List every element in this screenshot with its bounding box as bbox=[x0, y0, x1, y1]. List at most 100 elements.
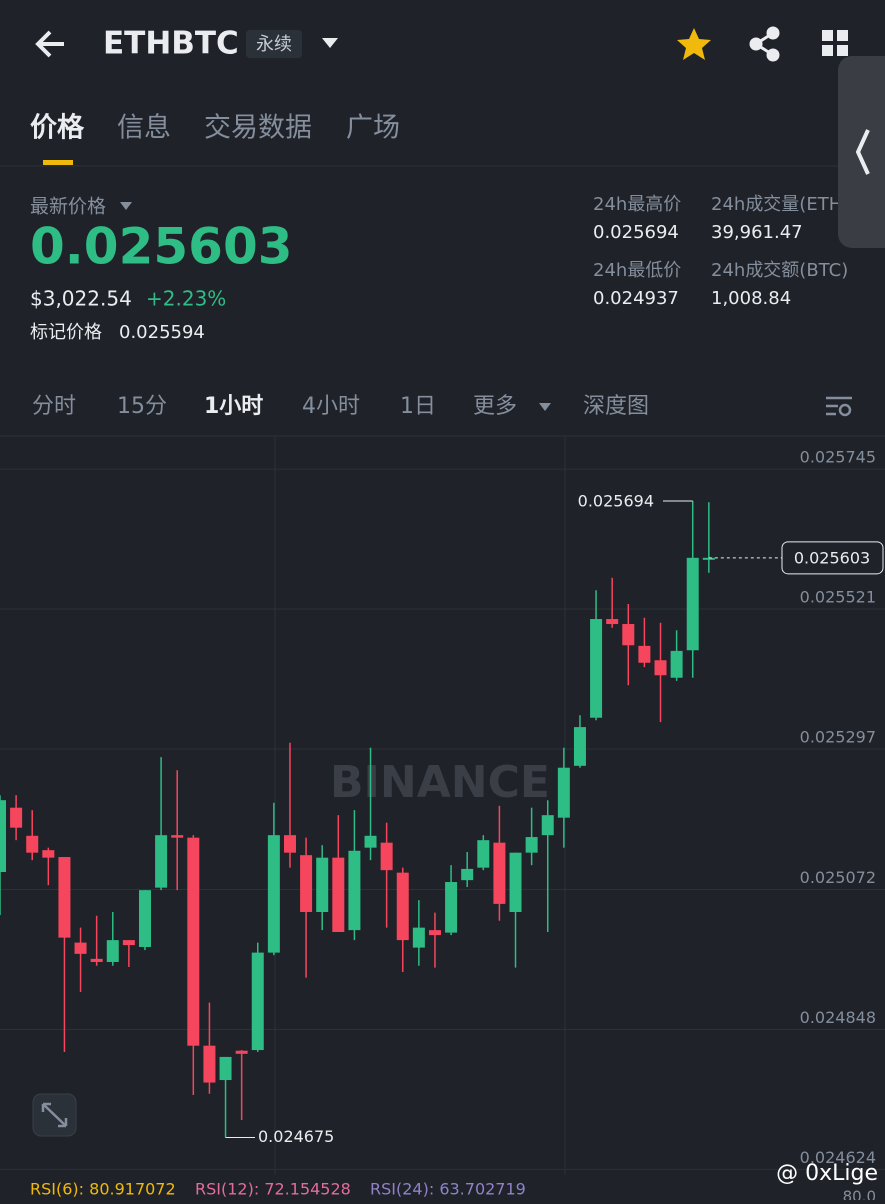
watermark-handle: @ 0xLige bbox=[776, 1161, 878, 1186]
candle-body bbox=[493, 842, 506, 904]
stat-label: 24h成交量(ETH) bbox=[711, 194, 849, 215]
tag-bg bbox=[246, 30, 302, 58]
interval[interactable]: 1日 bbox=[400, 394, 436, 419]
last-price-box bbox=[781, 541, 884, 575]
candle-body bbox=[219, 1056, 232, 1081]
y-tick-label: 0.025297 bbox=[800, 727, 876, 746]
tab[interactable]: 交易数据 bbox=[204, 113, 312, 144]
candle-body bbox=[412, 927, 425, 948]
price-dropdown[interactable] bbox=[120, 202, 132, 210]
candle-body bbox=[251, 952, 264, 1051]
candle-body bbox=[445, 882, 458, 933]
interval[interactable]: 4小时 bbox=[302, 394, 360, 419]
chart: BINANCE 0.025745 0.025521 0.025297 0.025072… bbox=[0, 436, 885, 1175]
candle-body bbox=[654, 660, 667, 676]
interval[interactable]: 分时 bbox=[32, 394, 76, 419]
candle-body bbox=[541, 815, 554, 836]
rsi-6: RSI(6): 80.917072 bbox=[30, 1180, 176, 1199]
expand-icon bbox=[41, 1102, 68, 1128]
candle-body bbox=[364, 835, 377, 848]
tab[interactable]: 价格 bbox=[30, 113, 85, 144]
price-change: +2.23% bbox=[146, 287, 226, 311]
interval-dropdown[interactable] bbox=[539, 403, 551, 411]
rsi-12: RSI(12): 72.154528 bbox=[195, 1180, 351, 1199]
candle-body bbox=[90, 958, 103, 962]
last-price-label: 0.025603 bbox=[794, 548, 870, 567]
side-drawer-handle[interactable] bbox=[838, 56, 885, 248]
candle-body bbox=[42, 850, 55, 858]
grid-menu-icon[interactable] bbox=[822, 30, 848, 56]
candle-body bbox=[106, 940, 119, 962]
usd-price: $3,022.54 bbox=[30, 287, 132, 311]
back-button[interactable] bbox=[35, 30, 64, 58]
side-drawer-chevron bbox=[855, 129, 870, 175]
price-label: 最新价格 bbox=[30, 196, 106, 218]
candle-body bbox=[461, 868, 474, 881]
mark-label: 标记价格 bbox=[30, 322, 102, 343]
stat-value: 0.024937 bbox=[593, 288, 679, 309]
stat-value: 39,961.47 bbox=[711, 222, 803, 243]
share-icon[interactable] bbox=[749, 26, 780, 62]
candle-body bbox=[380, 842, 393, 871]
candle-body bbox=[428, 930, 441, 936]
y-tick-label: 0.025521 bbox=[800, 588, 876, 607]
high-marker-label: 0.025694 bbox=[578, 491, 654, 510]
symbol-dropdown[interactable] bbox=[322, 38, 338, 48]
stat-label: 24h成交额(BTC) bbox=[711, 260, 848, 281]
stat-value: 0.025694 bbox=[593, 222, 679, 243]
candle-body bbox=[557, 767, 570, 818]
candle-body bbox=[155, 835, 168, 888]
y-tick-label: 0.024848 bbox=[800, 1008, 876, 1027]
favorite-star[interactable] bbox=[677, 28, 711, 60]
candle-body bbox=[702, 557, 715, 560]
candle-body bbox=[622, 624, 635, 646]
last-price: 0.025603 bbox=[30, 218, 293, 276]
candle-body bbox=[670, 650, 683, 678]
candle-body bbox=[171, 835, 184, 838]
candle-body bbox=[58, 857, 71, 938]
candle-body bbox=[235, 1050, 248, 1054]
candle-body bbox=[203, 1045, 216, 1083]
interval[interactable]: 深度图 bbox=[583, 394, 649, 419]
candle-body bbox=[332, 857, 345, 932]
watermark: BINANCE bbox=[330, 757, 550, 808]
interval[interactable]: 更多 bbox=[473, 394, 517, 419]
stat-value: 1,008.84 bbox=[711, 288, 791, 309]
y-tick-label: 0.024624 bbox=[800, 1148, 876, 1167]
tab[interactable]: 信息 bbox=[117, 113, 171, 144]
candle-body bbox=[283, 835, 296, 853]
candle-body bbox=[573, 727, 586, 766]
stat-label: 24h最高价 bbox=[593, 194, 681, 215]
candle-body bbox=[606, 619, 619, 625]
interval[interactable]: 15分 bbox=[117, 394, 167, 419]
tab-indicator bbox=[43, 160, 73, 165]
symbol[interactable]: ETHBTC bbox=[103, 26, 239, 62]
y-tick-label: 0.025072 bbox=[800, 868, 876, 887]
tab[interactable]: 广场 bbox=[346, 113, 400, 144]
mark-price: 0.025594 bbox=[119, 322, 205, 343]
candle-body bbox=[316, 857, 329, 913]
candle-body bbox=[396, 872, 409, 941]
candle-body bbox=[74, 942, 87, 954]
candle-body bbox=[686, 557, 699, 651]
candle-body bbox=[122, 940, 135, 946]
candle-body bbox=[509, 852, 522, 913]
candle-body bbox=[348, 850, 361, 931]
chart-settings-icon[interactable] bbox=[826, 396, 852, 417]
candle-body bbox=[187, 837, 200, 1046]
rsi-scale-label: 80.0 bbox=[843, 1188, 876, 1201]
candle-body bbox=[10, 807, 23, 828]
interval[interactable]: 1小时 bbox=[204, 394, 263, 419]
candle-body bbox=[0, 800, 6, 873]
rsi-24: RSI(24): 63.702719 bbox=[370, 1180, 526, 1199]
stat-label: 24h最低价 bbox=[593, 260, 681, 281]
candle-body bbox=[26, 835, 39, 853]
candle-body bbox=[138, 890, 151, 947]
candle-body bbox=[638, 645, 651, 663]
y-tick-label: 0.025745 bbox=[800, 448, 876, 467]
low-marker-label: 0.024675 bbox=[258, 1127, 334, 1146]
candle-body bbox=[300, 855, 313, 913]
candle-body bbox=[525, 837, 538, 853]
candle-body bbox=[590, 619, 603, 718]
